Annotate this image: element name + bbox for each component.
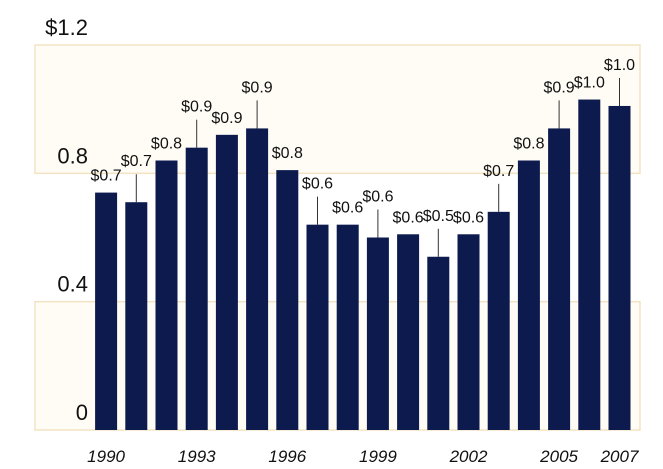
x-tick-label: 1999 bbox=[359, 447, 397, 466]
value-label: $1.0 bbox=[604, 57, 635, 74]
bar bbox=[185, 147, 208, 430]
value-label: $0.8 bbox=[151, 136, 182, 153]
bar bbox=[427, 256, 450, 430]
bar bbox=[487, 211, 510, 430]
bar bbox=[276, 170, 299, 430]
y-tick-label: $1.2 bbox=[45, 15, 88, 40]
bar bbox=[95, 192, 118, 430]
bar bbox=[125, 202, 148, 430]
bar bbox=[155, 160, 178, 430]
y-tick-label: 0.8 bbox=[57, 143, 88, 168]
bar bbox=[517, 160, 540, 430]
bar bbox=[336, 224, 359, 430]
value-label: $0.6 bbox=[453, 209, 484, 226]
value-label: $0.9 bbox=[544, 79, 575, 96]
value-label: $0.8 bbox=[272, 145, 303, 162]
bar bbox=[608, 105, 631, 430]
x-tick-label: 2002 bbox=[449, 447, 488, 466]
bar bbox=[457, 234, 480, 430]
x-tick-label: 2005 bbox=[539, 447, 578, 466]
value-label: $0.8 bbox=[513, 136, 544, 153]
value-label: $0.7 bbox=[121, 153, 152, 170]
bar bbox=[366, 237, 389, 430]
grid-band bbox=[34, 44, 641, 175]
x-tick-label: 1993 bbox=[178, 447, 216, 466]
value-label: $0.9 bbox=[181, 99, 212, 116]
bar bbox=[246, 128, 269, 430]
value-label: $1.0 bbox=[574, 75, 605, 92]
bar bbox=[578, 99, 601, 431]
y-tick-label: 0.4 bbox=[57, 272, 88, 297]
value-label: $0.5 bbox=[423, 208, 454, 225]
x-tick-label: 1996 bbox=[268, 447, 306, 466]
bar bbox=[215, 134, 238, 431]
x-tick-label: 1990 bbox=[87, 447, 125, 466]
bar bbox=[397, 234, 420, 430]
bar bbox=[306, 224, 329, 430]
value-label: $0.9 bbox=[242, 79, 273, 96]
value-label: $0.6 bbox=[393, 209, 424, 226]
value-label: $0.6 bbox=[362, 189, 393, 206]
bar bbox=[548, 128, 571, 430]
x-tick-label: 2007 bbox=[600, 447, 639, 466]
value-label: $0.6 bbox=[332, 200, 363, 217]
y-tick-label: 0 bbox=[76, 400, 88, 425]
value-label: $0.7 bbox=[483, 163, 514, 180]
value-label: $0.7 bbox=[91, 168, 122, 185]
value-label: $0.6 bbox=[302, 176, 333, 193]
value-label: $0.9 bbox=[211, 110, 242, 127]
